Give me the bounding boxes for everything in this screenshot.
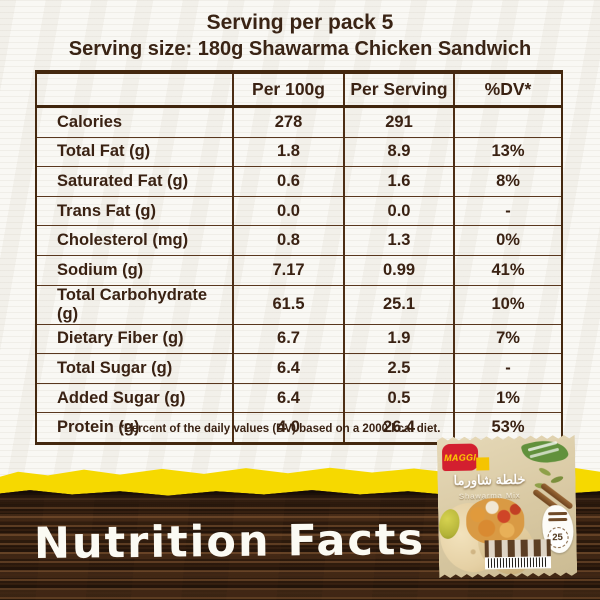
row-label: Sodium (g) [36, 254, 233, 286]
row-per100g: 4.0 [232, 412, 344, 444]
row-per100g: 0.6 [232, 166, 344, 197]
table-header-row: Per 100g Per Serving %DV* [36, 72, 562, 108]
row-dv [453, 106, 562, 138]
row-perserving: 1.9 [343, 323, 454, 354]
row-perserving: 291 [343, 106, 454, 138]
row-perserving: 2.5 [343, 353, 454, 384]
row-per100g: 6.4 [232, 382, 344, 413]
row-label: Protein (g) [36, 412, 233, 444]
row-perserving: 0.99 [343, 254, 454, 286]
herb-leaf-badge [521, 434, 570, 470]
table-row: Cholesterol (mg) 0.8 1.3 0% [36, 225, 562, 256]
row-dv: 7% [453, 323, 562, 354]
col-blank [36, 72, 233, 108]
row-dv: 1% [453, 382, 562, 413]
row-perserving: 1.6 [343, 166, 454, 197]
table-row: Added Sugar (g) 6.4 0.5 1% [36, 382, 562, 413]
dv-footnote: *Percent of the daily values (DV) based … [119, 423, 441, 435]
row-dv: - [453, 195, 562, 226]
table-row: Protein (g) 4.0 26.4 53% [36, 412, 562, 444]
table-row: Total Carbohydrate (g) 61.5 25.1 10% [36, 284, 562, 325]
maggi-logo: MAGGI [442, 443, 478, 471]
serving-per-pack: Serving per pack 5 [206, 11, 394, 34]
cardamom-pod-icon [538, 466, 552, 477]
nutrition-table: Per 100g Per Serving %DV* Calories 278 2… [35, 70, 563, 445]
row-perserving: 0.0 [343, 195, 454, 226]
product-package: MAGGI خلطة شاورما Shawarma Mix 25 [437, 435, 577, 578]
row-dv: - [453, 353, 562, 384]
row-per100g: 6.4 [232, 353, 344, 384]
table-row: Dietary Fiber (g) 6.7 1.9 7% [36, 323, 562, 354]
cardamom-pod-icon [550, 475, 564, 484]
row-label: Total Fat (g) [36, 136, 233, 167]
row-perserving: 26.4 [343, 412, 454, 444]
row-per100g: 6.7 [232, 323, 344, 354]
table-row: Total Fat (g) 1.8 8.9 13% [36, 136, 562, 167]
serving-info: Serving per pack 5 Serving size: 180g Sh… [0, 9, 600, 62]
row-per100g: 278 [232, 106, 344, 138]
row-perserving: 25.1 [343, 284, 454, 325]
row-per100g: 61.5 [232, 284, 344, 325]
serving-size: Serving size: 180g Shawarma Chicken Sand… [68, 38, 532, 61]
row-label: Dietary Fiber (g) [36, 323, 233, 354]
banner-title: Nutrition Facts [33, 514, 426, 570]
col-dv: %DV* [453, 72, 562, 108]
row-label: Saturated Fat (g) [36, 166, 233, 197]
row-label: Added Sugar (g) [36, 382, 233, 413]
row-perserving: 8.9 [343, 136, 454, 167]
logo-yellow-square [476, 457, 489, 470]
badge-arabic-text [548, 512, 567, 515]
row-label: Total Carbohydrate (g) [36, 284, 233, 325]
row-label: Cholesterol (mg) [36, 225, 233, 256]
barcode [485, 556, 551, 569]
row-per100g: 0.0 [232, 195, 344, 226]
col-per-serving: Per Serving [343, 72, 454, 108]
row-label: Calories [57, 112, 123, 131]
table-row: Sodium (g) 7.17 0.99 41% [36, 254, 562, 286]
row-label: Trans Fat (g) [36, 195, 233, 226]
table-row: Saturated Fat (g) 0.6 1.6 8% [36, 166, 562, 197]
table-row: Total Sugar (g) 6.4 2.5 - [36, 353, 562, 384]
row-label: Total Sugar (g) [36, 353, 233, 384]
row-dv: 13% [453, 136, 562, 167]
table-row: Calories 278 291 [36, 106, 562, 138]
row-per100g: 7.17 [232, 254, 344, 286]
nutrition-table-wrap: Per 100g Per Serving %DV* Calories 278 2… [35, 70, 563, 445]
row-dv: 0% [453, 225, 562, 256]
row-per100g: 1.8 [232, 136, 344, 167]
row-perserving: 0.5 [343, 382, 454, 413]
row-dv: 10% [453, 284, 562, 325]
shawarma-filling-image [466, 498, 525, 545]
package-title-arabic: خلطة شاورما [453, 471, 526, 488]
row-dv: 8% [453, 166, 562, 197]
col-per-100g: Per 100g [232, 72, 344, 108]
serving-figures-strip [485, 539, 551, 557]
row-per100g: 0.8 [232, 225, 344, 256]
table-row: Trans Fat (g) 0.0 0.0 - [36, 195, 562, 226]
row-dv: 41% [453, 254, 562, 286]
row-perserving: 1.3 [343, 225, 454, 256]
